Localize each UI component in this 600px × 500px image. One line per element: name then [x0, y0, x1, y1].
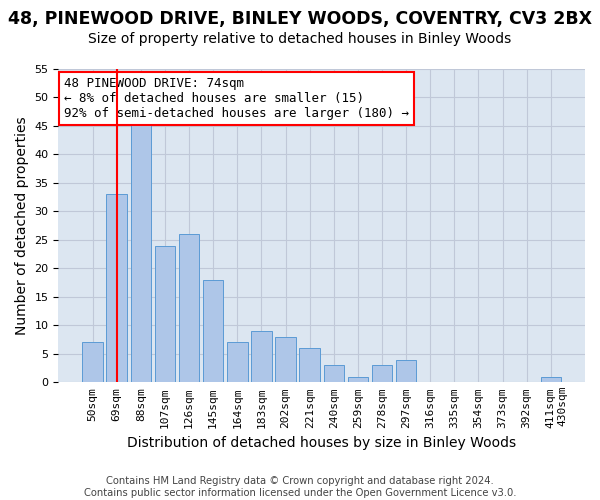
Bar: [131, 120, 151, 382]
Text: Size of property relative to detached houses in Binley Woods: Size of property relative to detached ho…: [88, 32, 512, 46]
Text: Contains HM Land Registry data © Crown copyright and database right 2024.
Contai: Contains HM Land Registry data © Crown c…: [84, 476, 516, 498]
Bar: [106, 194, 127, 382]
Bar: [155, 246, 175, 382]
Text: 430sqm: 430sqm: [558, 385, 568, 426]
Bar: [396, 360, 416, 382]
Bar: [323, 365, 344, 382]
Bar: [275, 336, 296, 382]
Bar: [227, 342, 248, 382]
Y-axis label: Number of detached properties: Number of detached properties: [15, 116, 29, 335]
Bar: [179, 234, 199, 382]
Text: 48 PINEWOOD DRIVE: 74sqm
← 8% of detached houses are smaller (15)
92% of semi-de: 48 PINEWOOD DRIVE: 74sqm ← 8% of detache…: [64, 77, 409, 120]
Bar: [299, 348, 320, 382]
X-axis label: Distribution of detached houses by size in Binley Woods: Distribution of detached houses by size …: [127, 436, 516, 450]
Bar: [82, 342, 103, 382]
Bar: [203, 280, 223, 382]
Bar: [372, 365, 392, 382]
Text: 48, PINEWOOD DRIVE, BINLEY WOODS, COVENTRY, CV3 2BX: 48, PINEWOOD DRIVE, BINLEY WOODS, COVENT…: [8, 10, 592, 28]
Bar: [251, 331, 272, 382]
Bar: [347, 376, 368, 382]
Bar: [541, 376, 561, 382]
